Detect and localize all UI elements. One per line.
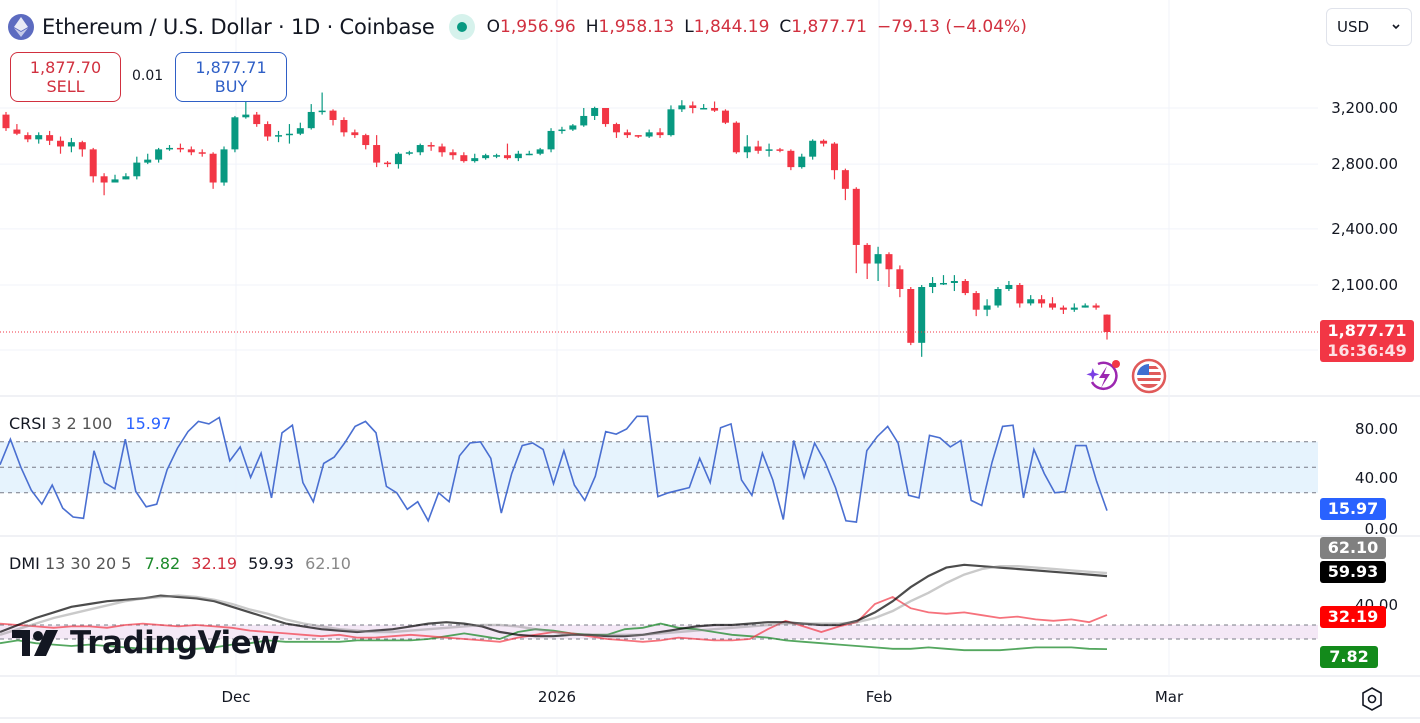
spread-value: 0.01 — [132, 68, 164, 84]
price-axis-label: 2,800.00 — [1331, 155, 1398, 173]
bar-countdown: 16:36:49 — [1327, 341, 1407, 360]
chart-header: Ethereum / U.S. Dollar · 1D · Coinbase O… — [8, 10, 1027, 44]
adxr-badge: 62.10 — [1320, 537, 1386, 559]
ohlc-readout: O1,956.96 H1,958.13 L1,844.19 C1,877.71 … — [486, 17, 1027, 37]
last-price-badge: 1,877.71 16:36:49 — [1320, 320, 1414, 362]
low-value: 1,844.19 — [693, 17, 770, 37]
buy-label: BUY — [214, 77, 248, 96]
di-minus-value: 32.19 — [191, 554, 238, 573]
gear-icon — [1362, 687, 1382, 711]
crsi-axis-label: 40.00 — [1355, 469, 1398, 487]
sell-button[interactable]: 1,877.70 SELL — [10, 52, 121, 102]
close-value: 1,877.71 — [791, 17, 867, 37]
price-axis-label: 2,400.00 — [1331, 220, 1398, 238]
dmi-legend[interactable]: DMI 13 30 20 5 7.82 32.19 59.93 62.10 — [9, 554, 351, 573]
currency-value: USD — [1337, 18, 1370, 36]
time-axis-label: Mar — [1154, 688, 1184, 706]
crsi-value-badge: 15.97 — [1320, 498, 1386, 520]
time-axis-label: Feb — [865, 688, 893, 706]
adx-badge: 59.93 — [1320, 561, 1386, 583]
tradingview-wordmark: TradingView — [70, 625, 280, 661]
tradingview-logo-icon — [12, 630, 58, 656]
last-price: 1,877.71 — [1327, 321, 1407, 340]
change-value: −79.13 (−4.04%) — [877, 17, 1027, 37]
adxr-value: 62.10 — [305, 554, 351, 573]
sell-label: SELL — [46, 77, 85, 96]
crsi-legend[interactable]: CRSI 3 2 100 15.97 — [9, 414, 172, 433]
time-axis-label: Dec — [221, 688, 251, 706]
di-plus-badge: 7.82 — [1320, 646, 1378, 668]
adx-value: 59.93 — [248, 554, 294, 573]
chevron-down-icon — [1392, 24, 1400, 30]
buy-button[interactable]: 1,877.71 BUY — [175, 52, 287, 102]
ethereum-icon — [8, 14, 34, 40]
currency-select[interactable]: USD — [1326, 8, 1412, 46]
di-plus-value: 7.82 — [144, 554, 181, 573]
sell-price: 1,877.70 — [29, 58, 102, 77]
buy-price: 1,877.71 — [195, 58, 267, 77]
crsi-axis-label: 0.00 — [1364, 520, 1398, 538]
tradingview-logo[interactable]: TradingView — [12, 625, 280, 661]
market-open-icon[interactable] — [448, 14, 475, 40]
ai-lightning-event-icon[interactable] — [1086, 358, 1122, 394]
chart-settings-button[interactable] — [1360, 686, 1384, 712]
open-value: 1,956.96 — [500, 17, 576, 37]
price-axis-label: 2,100.00 — [1331, 276, 1398, 294]
price-axis-label: 3,200.00 — [1331, 99, 1398, 117]
di-minus-badge: 32.19 — [1320, 606, 1386, 628]
time-axis-label: 2026 — [537, 688, 577, 706]
symbol-title[interactable]: Ethereum / U.S. Dollar · 1D · Coinbase — [42, 15, 435, 39]
crsi-value: 15.97 — [125, 414, 172, 433]
us-flag-event-icon[interactable] — [1131, 358, 1167, 394]
high-value: 1,958.13 — [598, 17, 675, 37]
crsi-axis-label: 80.00 — [1355, 420, 1398, 438]
